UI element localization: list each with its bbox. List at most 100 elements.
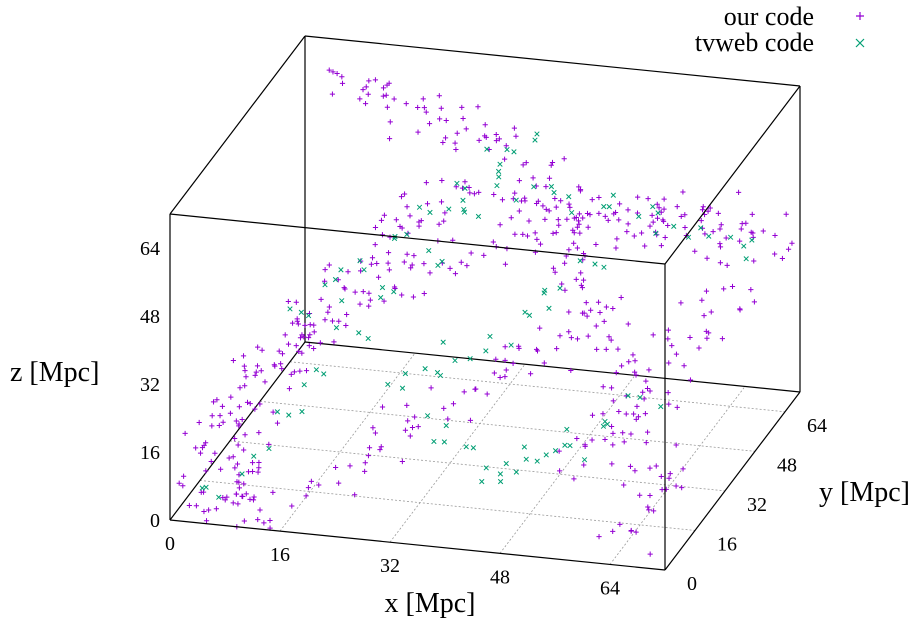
point-our-code xyxy=(437,116,443,122)
point-our-code xyxy=(624,229,630,235)
point-our-code xyxy=(641,396,647,402)
point-tvweb-code xyxy=(531,184,537,190)
point-tvweb-code xyxy=(497,161,503,167)
point-our-code xyxy=(579,310,586,316)
point-our-code xyxy=(421,105,427,111)
point-our-code xyxy=(412,414,418,420)
point-our-code xyxy=(289,503,295,509)
point-our-code xyxy=(235,442,241,448)
point-our-code xyxy=(336,318,342,324)
point-our-code xyxy=(303,368,310,374)
point-our-code xyxy=(366,303,372,309)
point-our-code xyxy=(249,468,256,475)
point-our-code xyxy=(491,191,497,198)
point-tvweb-code xyxy=(497,471,504,477)
point-our-code xyxy=(543,184,549,190)
point-our-code xyxy=(582,442,588,448)
point-our-code xyxy=(596,534,602,540)
point-our-code xyxy=(326,304,332,310)
point-our-code xyxy=(415,424,421,430)
point-our-code xyxy=(557,468,563,474)
point-our-code xyxy=(352,492,358,498)
point-our-code xyxy=(325,309,331,315)
point-our-code xyxy=(666,401,672,407)
point-tvweb-code xyxy=(461,209,468,215)
point-our-code xyxy=(600,411,606,417)
point-our-code xyxy=(440,139,446,146)
point-our-code xyxy=(646,367,652,373)
point-our-code xyxy=(621,482,627,488)
point-tvweb-code xyxy=(727,234,734,240)
point-our-code xyxy=(665,222,671,229)
point-our-code xyxy=(751,299,757,305)
legend-label-our-code: our code xyxy=(724,2,814,31)
point-our-code xyxy=(176,480,182,486)
x-tick-label: 48 xyxy=(490,566,510,588)
point-tvweb-code xyxy=(610,192,616,198)
point-our-code xyxy=(311,329,317,335)
point-our-code xyxy=(366,445,373,451)
point-tvweb-code xyxy=(399,385,406,391)
point-our-code xyxy=(481,252,487,258)
point-our-code xyxy=(386,136,393,142)
point-our-code xyxy=(546,208,552,214)
point-our-code xyxy=(593,323,599,329)
point-our-code xyxy=(256,459,262,466)
point-tvweb-code xyxy=(569,209,575,216)
point-our-code xyxy=(270,489,276,496)
point-our-code xyxy=(461,389,467,395)
x-tick-label: 0 xyxy=(165,533,175,555)
point-our-code xyxy=(399,292,405,298)
point-tvweb-code xyxy=(416,204,423,210)
point-our-code xyxy=(659,487,665,493)
point-our-code xyxy=(502,374,508,380)
point-our-code xyxy=(542,216,548,223)
point-our-code xyxy=(387,119,393,125)
y-axis-label: y [Mpc] xyxy=(819,477,910,508)
point-our-code xyxy=(200,489,207,495)
point-our-code xyxy=(596,194,602,201)
point-tvweb-code xyxy=(513,469,520,475)
point-our-code xyxy=(285,298,291,305)
point-our-code xyxy=(391,96,397,102)
point-our-code xyxy=(577,188,584,194)
point-our-code xyxy=(380,85,387,91)
point-our-code xyxy=(424,201,431,207)
point-our-code xyxy=(423,109,429,115)
point-our-code xyxy=(386,80,392,86)
legend-marker-tvweb-code xyxy=(855,38,865,48)
point-our-code xyxy=(244,399,251,405)
point-our-code xyxy=(453,184,459,190)
point-our-code xyxy=(497,374,503,381)
point-our-code xyxy=(226,455,232,461)
point-our-code xyxy=(520,231,526,237)
point-our-code xyxy=(379,404,386,410)
point-our-code xyxy=(372,241,378,248)
point-our-code xyxy=(593,241,599,248)
point-our-code xyxy=(243,491,249,497)
point-our-code xyxy=(574,435,580,442)
point-our-code xyxy=(372,430,379,436)
point-tvweb-code xyxy=(671,223,677,229)
point-our-code xyxy=(236,485,242,491)
point-our-code xyxy=(625,221,631,227)
point-our-code xyxy=(574,245,581,251)
point-our-code xyxy=(293,299,299,305)
point-tvweb-code xyxy=(287,306,293,312)
point-our-code xyxy=(381,212,388,218)
point-tvweb-code xyxy=(298,309,304,315)
point-our-code xyxy=(476,189,482,195)
point-our-code xyxy=(735,189,742,196)
point-our-code xyxy=(611,211,617,217)
point-our-code xyxy=(665,336,671,342)
point-our-code xyxy=(537,241,544,247)
point-our-code xyxy=(490,239,496,245)
point-tvweb-code xyxy=(483,348,489,354)
point-our-code xyxy=(257,401,263,407)
point-our-code xyxy=(678,300,684,306)
point-our-code xyxy=(772,232,778,239)
point-our-code xyxy=(441,218,447,224)
z-axis-label: z [Mpc] xyxy=(10,357,99,388)
point-our-code xyxy=(717,241,723,247)
point-tvweb-code xyxy=(542,287,548,293)
